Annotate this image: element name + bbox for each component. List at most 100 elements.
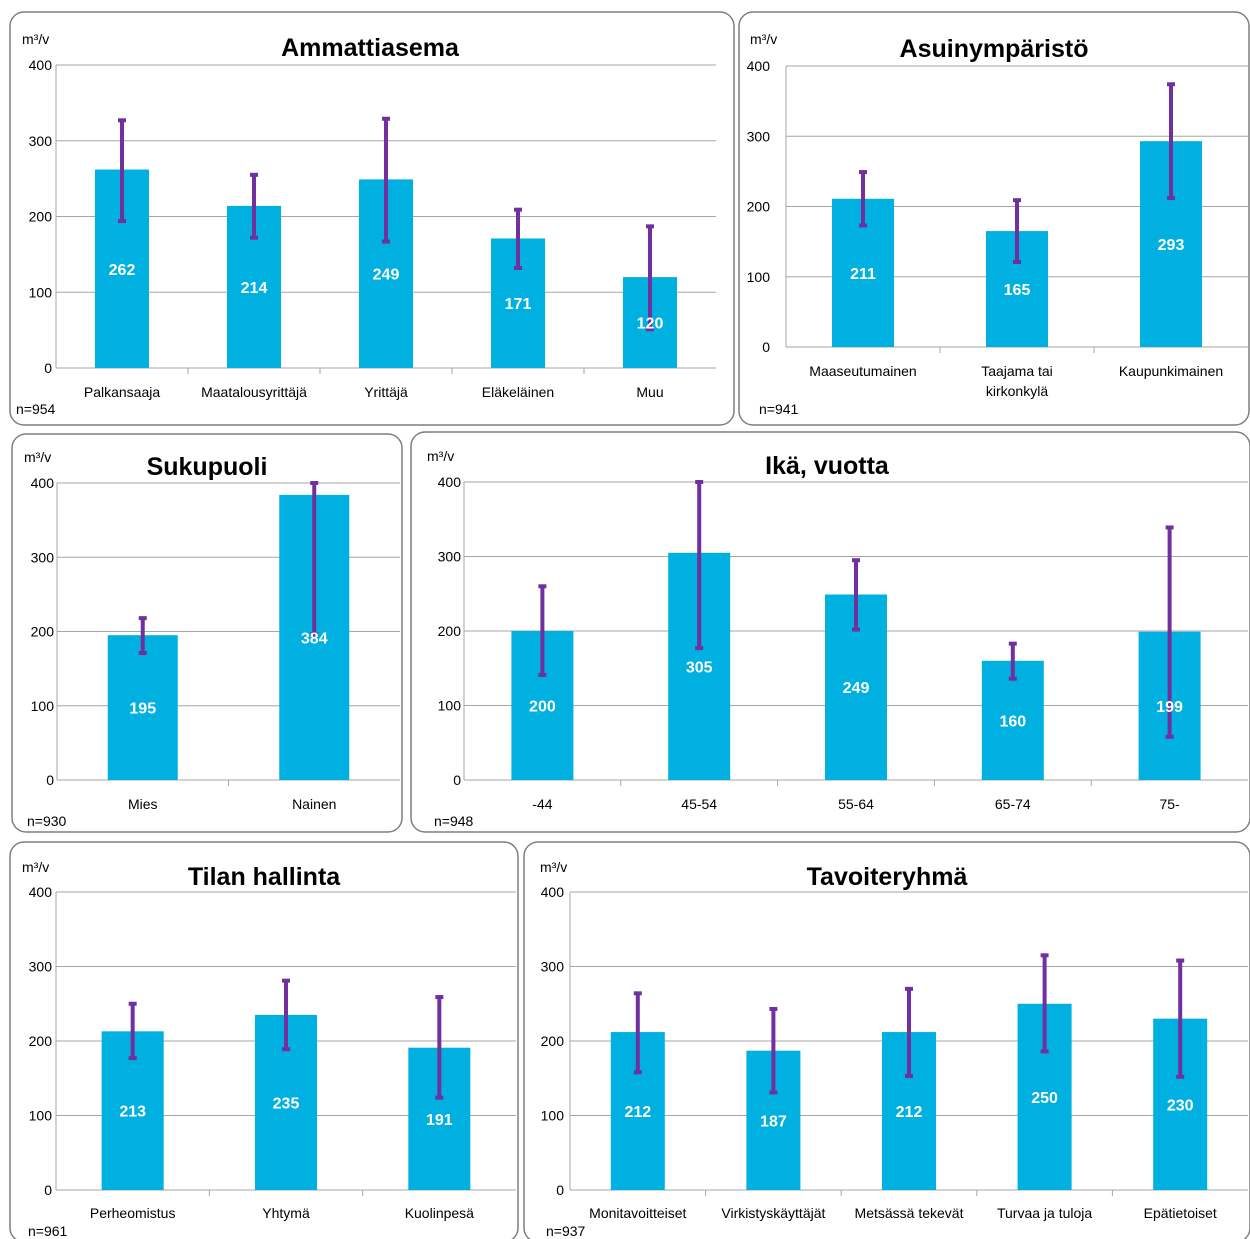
data-label: 249 [843, 680, 870, 697]
chart-panel-3: 0 100 200 300 400 195 Mies 384 Nainen Sukupuoli m³… [11, 433, 403, 833]
y-tick-label: 0 [44, 1182, 52, 1198]
y-tick-label: 200 [29, 1033, 53, 1049]
y-axis-unit: m³/v [24, 449, 51, 465]
chart-panel-2: 0 100 200 300 400 211 Maaseutumainen 165 Taajama… [738, 11, 1250, 426]
sample-size-label: n=941 [759, 401, 799, 417]
y-tick-label: 200 [31, 624, 55, 640]
y-tick-label: 200 [438, 623, 462, 639]
x-tick-label: Mies [128, 796, 158, 812]
data-label: 249 [373, 267, 400, 284]
bar [107, 635, 178, 780]
data-label: 212 [896, 1104, 923, 1121]
y-tick-label: 400 [438, 474, 462, 490]
y-tick-label: 0 [44, 360, 52, 376]
x-tick-label: 65-74 [995, 796, 1031, 812]
sample-size-label: n=961 [28, 1223, 68, 1239]
y-tick-label: 400 [29, 884, 53, 900]
y-axis-unit: m³/v [22, 859, 49, 875]
chart-panel-5: 0 100 200 300 400 213 Perheomistus 235 Yhtymä 191… [9, 841, 519, 1239]
data-label: 262 [109, 262, 136, 279]
y-tick-label: 100 [438, 698, 462, 714]
data-label: 293 [1158, 237, 1185, 254]
x-tick-label: Yrittäjä [364, 384, 408, 400]
data-label: 235 [273, 1095, 300, 1112]
x-tick-label: Nainen [292, 796, 336, 812]
data-label: 199 [1156, 699, 1183, 716]
y-tick-label: 100 [29, 284, 53, 300]
y-tick-label: 400 [31, 475, 55, 491]
y-tick-label: 200 [29, 209, 53, 225]
chart-panel-1: 0 100 200 300 400 262 Palkansaaja 214 Maatalousy… [9, 11, 735, 426]
y-tick-label: 100 [541, 1108, 565, 1124]
y-tick-label: 200 [747, 199, 771, 215]
x-tick-label: Palkansaaja [84, 384, 160, 400]
x-tick-label: Metsässä tekevät [855, 1205, 964, 1221]
y-tick-label: 200 [541, 1033, 565, 1049]
sample-size-label: n=937 [546, 1223, 586, 1239]
y-tick-label: 300 [29, 133, 53, 149]
chart-title: Tilan hallinta [188, 863, 341, 891]
chart-panel-6: 0 100 200 300 400 212 Monitavoitteiset 187 Virki… [523, 841, 1250, 1239]
sample-size-label: n=954 [16, 401, 56, 417]
chart-panel-4: 0 100 200 300 400 200 -44 305 45-54 249 55-64 160 65… [410, 431, 1250, 833]
x-tick-label: Muu [636, 384, 663, 400]
y-tick-label: 400 [29, 57, 53, 73]
y-tick-label: 300 [541, 959, 565, 975]
data-label: 213 [119, 1104, 146, 1121]
data-label: 211 [850, 266, 876, 283]
y-tick-label: 300 [29, 959, 53, 975]
data-label: 305 [686, 659, 713, 676]
y-tick-label: 0 [556, 1182, 564, 1198]
x-tick-label: Virkistyskäyttäjät [721, 1205, 825, 1221]
x-tick-label: Kaupunkimainen [1119, 363, 1223, 379]
x-tick-label: 45-54 [681, 796, 717, 812]
data-label: 230 [1167, 1097, 1194, 1114]
y-tick-label: 0 [46, 772, 54, 788]
x-tick-label: Epätietoiset [1144, 1205, 1217, 1221]
data-label: 212 [624, 1104, 651, 1121]
y-tick-label: 0 [453, 772, 461, 788]
data-label: 120 [637, 316, 664, 333]
x-tick-label: Yhtymä [262, 1205, 310, 1221]
y-tick-label: 400 [747, 58, 771, 74]
x-tick-label: Eläkeläinen [482, 384, 554, 400]
y-tick-label: 100 [29, 1108, 53, 1124]
sample-size-label: n=948 [434, 813, 474, 829]
chart-title: Sukupuoli [147, 453, 268, 481]
y-axis-unit: m³/v [750, 31, 777, 47]
y-tick-label: 300 [747, 128, 771, 144]
x-tick-label: 75- [1159, 796, 1180, 812]
y-tick-label: 0 [762, 339, 770, 355]
y-tick-label: 100 [31, 698, 55, 714]
y-axis-unit: m³/v [22, 31, 49, 47]
y-tick-label: 300 [31, 549, 55, 565]
data-label: 384 [301, 630, 328, 647]
x-tick-label: 55-64 [838, 796, 874, 812]
x-tick-label: -44 [532, 796, 552, 812]
sample-size-label: n=930 [27, 813, 67, 829]
x-tick-label: Maaseutumainen [809, 363, 916, 379]
chart-title: Tavoiteryhmä [807, 863, 968, 891]
y-axis-unit: m³/v [427, 448, 454, 464]
data-label: 250 [1031, 1090, 1058, 1107]
chart-title: Ikä, vuotta [765, 452, 890, 480]
x-tick-label: Perheomistus [90, 1205, 176, 1221]
x-tick-label: Turvaa ja tuloja [997, 1205, 1092, 1221]
data-label: 187 [760, 1113, 787, 1130]
chart-title: Ammattiasema [281, 34, 460, 62]
x-tick-label: Monitavoitteiset [589, 1205, 686, 1221]
x-tick-label: Taajama tai kirkonkylä [981, 363, 1053, 399]
x-tick-label: Maatalousyrittäjä [201, 384, 307, 400]
data-label: 195 [129, 701, 156, 718]
y-tick-label: 300 [438, 549, 462, 565]
data-label: 214 [241, 280, 268, 297]
data-label: 165 [1004, 282, 1031, 299]
y-tick-label: 100 [747, 269, 771, 285]
data-label: 200 [529, 699, 556, 716]
data-label: 160 [999, 713, 1026, 730]
x-tick-label: Kuolinpesä [405, 1205, 474, 1221]
y-tick-label: 400 [541, 884, 565, 900]
chart-title: Asuinympäristö [900, 35, 1089, 63]
data-label: 171 [505, 296, 532, 313]
data-label: 191 [426, 1112, 453, 1129]
